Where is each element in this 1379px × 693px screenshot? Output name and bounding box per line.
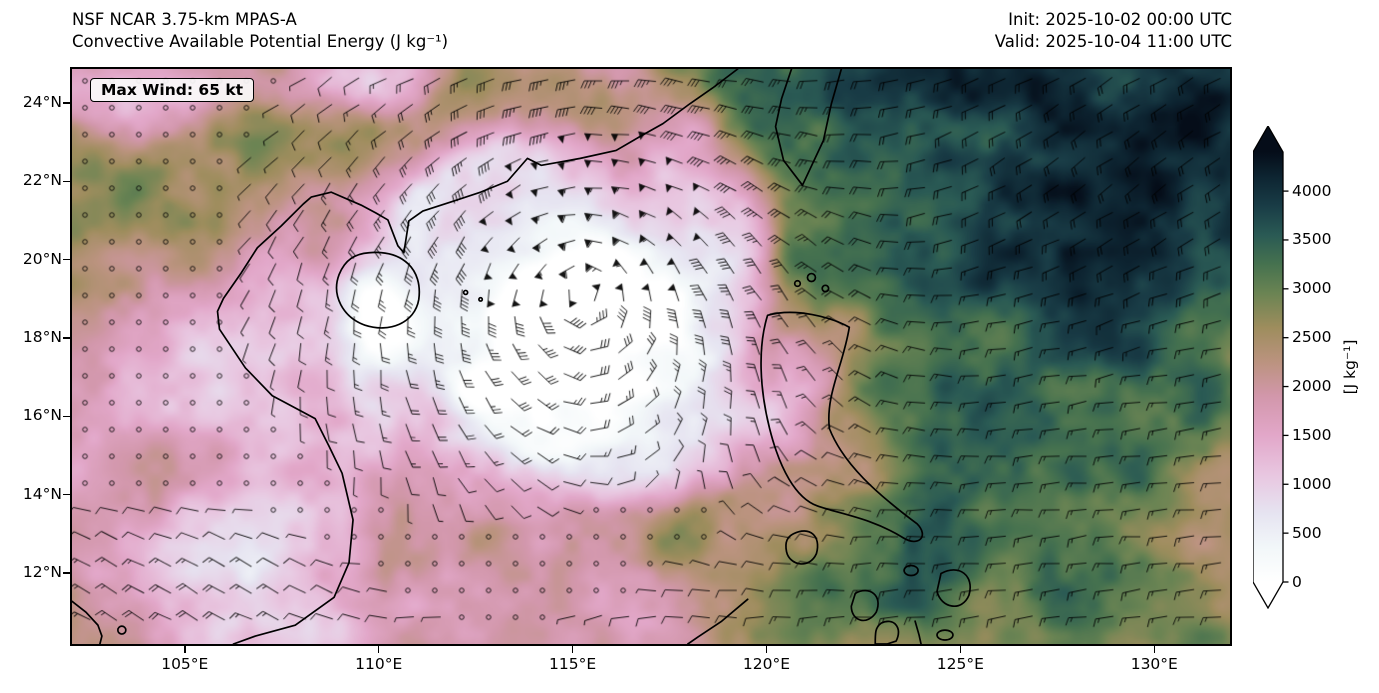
y-tick-label: 20°N	[22, 249, 62, 268]
y-tick-label: 18°N	[22, 328, 62, 347]
x-tick-label: 110°E	[355, 655, 403, 673]
wind-barbs-canvas	[72, 69, 1230, 644]
colorbar-tick-label: 1500	[1292, 425, 1332, 444]
x-tick-label: 125°E	[936, 655, 984, 673]
y-tick-label: 14°N	[22, 484, 62, 503]
x-tick-label: 115°E	[549, 655, 597, 673]
y-tick-mark	[63, 415, 70, 418]
map-plot: Max Wind: 65 kt	[70, 67, 1232, 646]
x-tick-mark	[1153, 646, 1156, 653]
time-block: Init: 2025-10-02 00:00 UTC Valid: 2025-1…	[995, 9, 1232, 53]
colorbar-label: [J kg⁻¹]	[1341, 339, 1359, 395]
x-tick-mark	[765, 646, 768, 653]
colorbar	[1253, 126, 1289, 609]
x-tick-mark	[571, 646, 574, 653]
max-wind-label: Max Wind: 65 kt	[101, 81, 244, 99]
x-tick-mark	[377, 646, 380, 653]
y-tick-label: 12°N	[22, 563, 62, 582]
y-tick-mark	[63, 493, 70, 496]
colorbar-tick-label: 3500	[1292, 230, 1332, 249]
x-tick-mark	[959, 646, 962, 653]
title-block: NSF NCAR 3.75-km MPAS-A Convective Avail…	[72, 9, 448, 53]
colorbar-tick-label: 0	[1292, 572, 1302, 591]
y-tick-mark	[63, 572, 70, 574]
y-tick-mark	[63, 102, 70, 104]
colorbar-tick-label: 4000	[1292, 181, 1332, 200]
valid-time: Valid: 2025-10-04 11:00 UTC	[994, 31, 1232, 51]
y-tick-label: 16°N	[22, 406, 62, 425]
x-tick-mark	[184, 646, 186, 653]
x-tick-label: 130°E	[1130, 655, 1178, 673]
y-tick-label: 24°N	[22, 93, 62, 112]
y-tick-mark	[63, 180, 70, 183]
colorbar-tick-label: 500	[1292, 523, 1322, 542]
init-time: Init: 2025-10-02 00:00 UTC	[1008, 10, 1232, 29]
max-wind-badge: Max Wind: 65 kt	[90, 78, 255, 102]
y-tick-mark	[63, 337, 70, 339]
colorbar-tick-label: 2000	[1292, 377, 1332, 396]
y-tick-mark	[63, 258, 70, 261]
x-tick-label: 105°E	[161, 655, 209, 673]
colorbar-tick-label: 2500	[1292, 328, 1332, 347]
x-tick-label: 120°E	[742, 655, 791, 673]
colorbar-tick-label: 1000	[1292, 474, 1332, 493]
colorbar-tick-label: 3000	[1292, 279, 1332, 298]
y-tick-label: 22°N	[22, 171, 62, 190]
variable-title: Convective Available Potential Energy (J…	[72, 31, 449, 51]
model-title: NSF NCAR 3.75-km MPAS-A	[72, 10, 297, 29]
colorbar-gradient	[1253, 126, 1284, 609]
